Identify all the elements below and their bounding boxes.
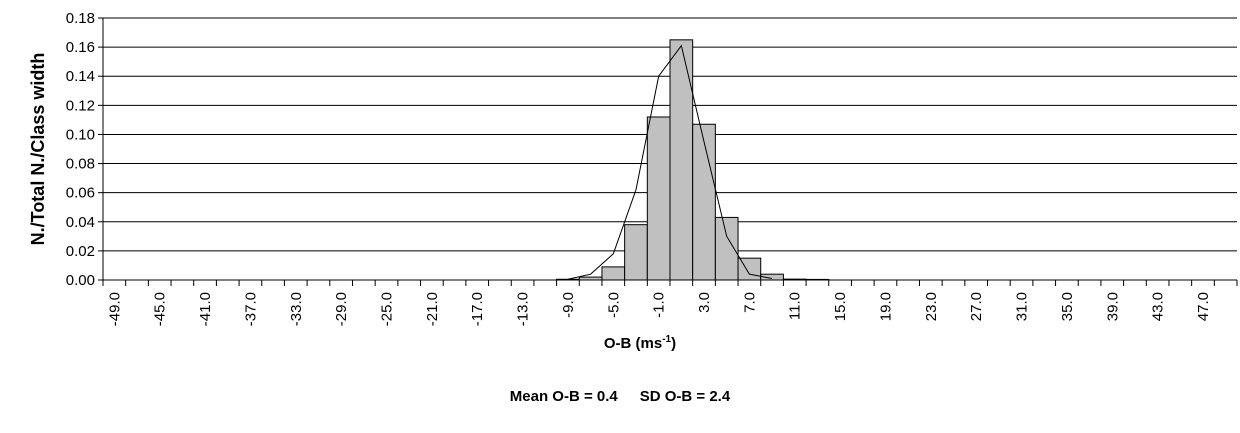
y-tick-label: 0.04	[66, 214, 95, 231]
x-tick-label: 3.0	[696, 292, 713, 313]
x-tick-label: -5.0	[605, 292, 622, 318]
x-tick-label: -21.0	[424, 292, 441, 326]
mean-stat: Mean O-B = 0.4	[509, 388, 618, 405]
x-tick-label: 15.0	[832, 292, 849, 321]
histogram-bar	[646, 116, 671, 281]
histogram-bar	[601, 266, 626, 281]
x-tick-label: -13.0	[515, 292, 532, 326]
x-tick-label: 43.0	[1150, 292, 1167, 321]
x-tick-label: 31.0	[1014, 292, 1031, 321]
histogram-bar	[669, 39, 694, 281]
x-tick-label: 35.0	[1059, 292, 1076, 321]
distribution-line	[567, 44, 773, 280]
x-tick-label: 7.0	[741, 292, 758, 313]
y-tick-label: 0.02	[66, 243, 95, 260]
histogram-bar	[624, 224, 648, 281]
x-tick-label: 11.0	[787, 292, 804, 320]
sd-stat: SD O-B = 2.4	[639, 388, 731, 405]
x-tick-label: 19.0	[877, 292, 894, 321]
y-tick-label: 0.06	[66, 185, 95, 202]
x-tick-label: -49.0	[106, 292, 123, 326]
x-tick-label: -1.0	[651, 292, 668, 318]
y-tick-label: 0.14	[66, 68, 95, 85]
x-axis-title: O-B (ms-1)	[604, 334, 676, 352]
y-tick-label: 0.08	[66, 156, 95, 173]
y-tick-label: 0.00	[66, 272, 95, 289]
y-axis-title: N./Total N./Class width	[28, 53, 48, 246]
y-tick-label: 0.12	[66, 97, 95, 114]
histogram-bar	[692, 123, 716, 281]
x-tick-label: -33.0	[288, 292, 305, 326]
x-tick-label: -41.0	[197, 292, 214, 326]
x-tick-label: -37.0	[242, 292, 259, 326]
x-tick-label: 39.0	[1104, 292, 1121, 321]
x-tick-label: -25.0	[379, 292, 396, 326]
x-tick-label: 23.0	[923, 292, 940, 321]
x-tick-label: -29.0	[333, 292, 350, 326]
stats-line: Mean O-B = 0.4 SD O-B = 2.4	[0, 388, 1240, 405]
x-tick-label: -9.0	[560, 292, 577, 318]
x-tick-label: 27.0	[968, 292, 985, 321]
x-tick-label: -45.0	[152, 292, 169, 326]
y-tick-label: 0.10	[66, 126, 95, 143]
x-tick-label: 47.0	[1195, 292, 1212, 321]
x-tick-label: -17.0	[469, 292, 486, 326]
y-tick-label: 0.18	[66, 10, 95, 27]
y-tick-label: 0.16	[66, 39, 95, 56]
